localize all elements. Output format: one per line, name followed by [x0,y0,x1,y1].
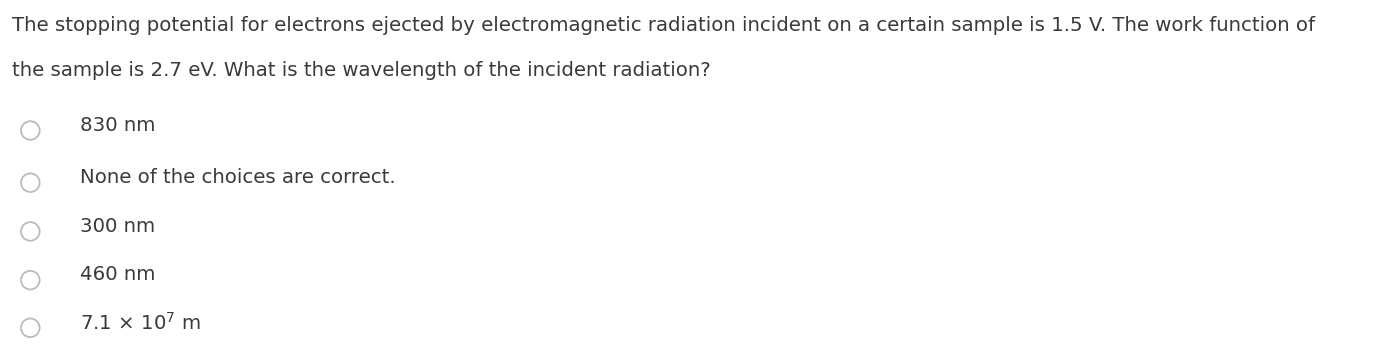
Text: 830 nm: 830 nm [80,116,156,135]
Text: None of the choices are correct.: None of the choices are correct. [80,168,395,187]
Text: 300 nm: 300 nm [80,217,156,236]
Text: the sample is 2.7 eV. What is the wavelength of the incident radiation?: the sample is 2.7 eV. What is the wavele… [12,61,711,80]
Text: 7.1 × 10$^7$ m: 7.1 × 10$^7$ m [80,312,201,334]
Text: The stopping potential for electrons ejected by electromagnetic radiation incide: The stopping potential for electrons eje… [12,16,1316,35]
Text: 460 nm: 460 nm [80,266,156,284]
